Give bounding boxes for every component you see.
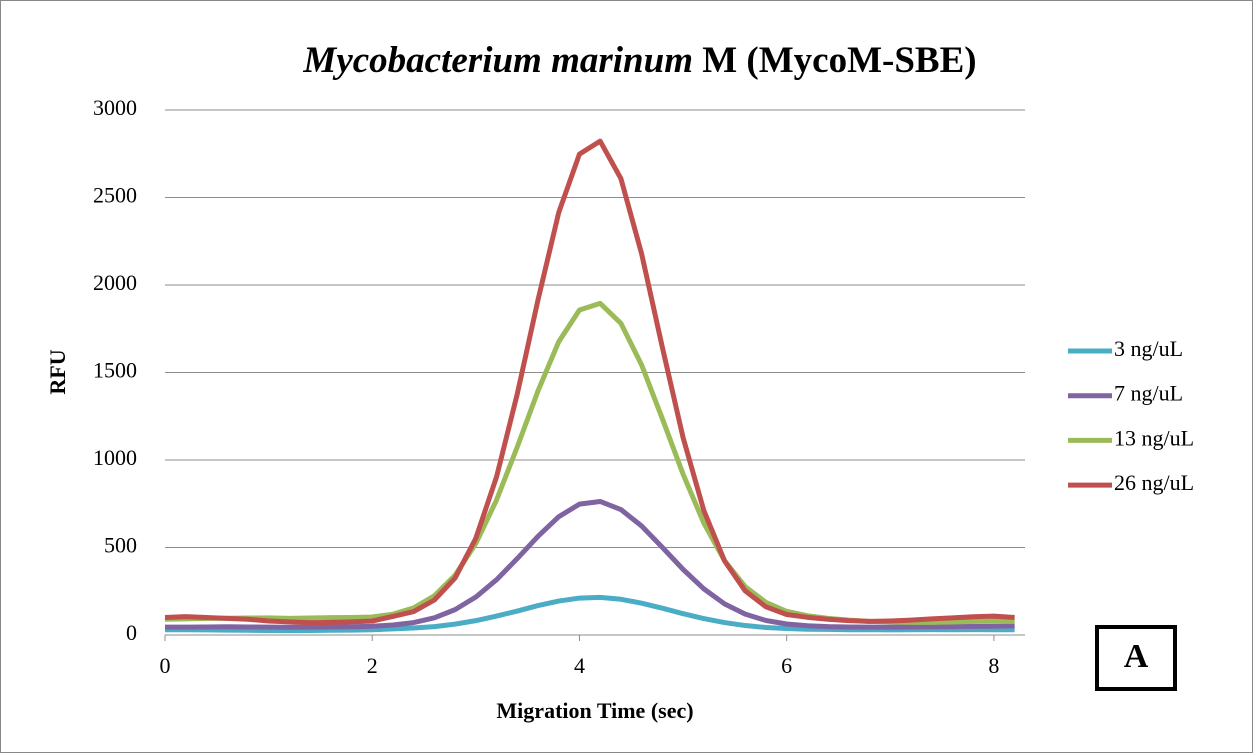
annotation-box — [1095, 625, 1177, 691]
chart-title: Mycobacterium marinum M (MycoM-SBE) — [302, 40, 976, 81]
x-tick-label: 4 — [574, 653, 585, 678]
legend-label: 7 ng/uL — [1114, 381, 1183, 406]
y-axis-label: RFU — [45, 349, 70, 394]
y-tick-label: 1000 — [93, 445, 137, 470]
y-tick-label: 2500 — [93, 183, 137, 208]
y-tick-label: 500 — [104, 533, 137, 558]
title-rest: M (MycoM-SBE) — [702, 40, 976, 81]
legend-label: 3 ng/uL — [1114, 336, 1183, 361]
x-axis-label: Migration Time (sec) — [496, 698, 693, 723]
x-tick-label: 6 — [781, 653, 792, 678]
x-tick-label: 8 — [988, 653, 999, 678]
legend-label: 26 ng/uL — [1114, 470, 1194, 495]
y-tick-label: 3000 — [93, 95, 137, 120]
y-tick-label: 0 — [126, 620, 137, 645]
y-tick-label: 1500 — [93, 358, 137, 383]
title-italic: Mycobacterium marinum — [302, 40, 693, 81]
annotation: A — [1124, 638, 1149, 675]
series-line — [164, 138, 1015, 626]
series-line — [165, 594, 1015, 634]
x-tick-label: 2 — [367, 653, 378, 678]
x-tick-label: 0 — [160, 653, 171, 678]
legend-label: 13 ng/uL — [1114, 425, 1194, 450]
y-tick-label: 2000 — [93, 270, 137, 295]
series-line — [165, 498, 1015, 630]
